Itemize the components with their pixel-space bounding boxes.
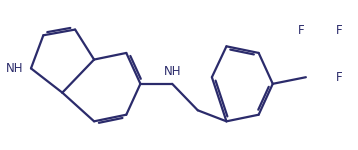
Text: NH: NH (164, 65, 181, 78)
Text: NH: NH (5, 62, 23, 75)
Text: F: F (298, 24, 305, 38)
Text: F: F (335, 24, 342, 38)
Text: F: F (335, 71, 342, 84)
